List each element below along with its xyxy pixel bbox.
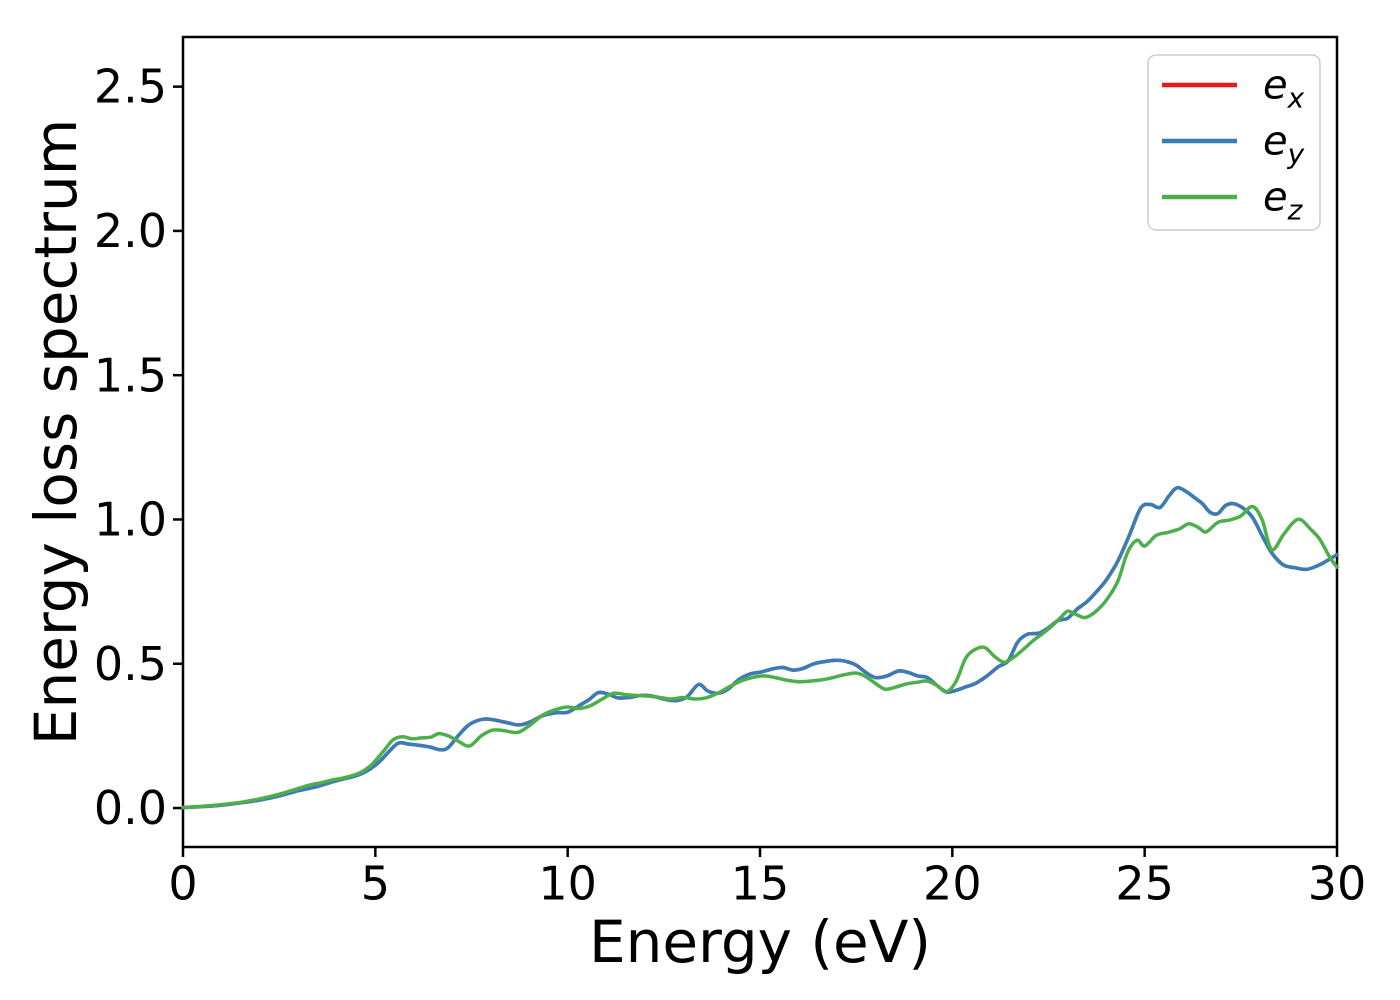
y-tick-label: 1.5	[94, 348, 167, 402]
legend-label-ey: ey	[1263, 119, 1305, 171]
y-tick-label: 2.0	[94, 204, 167, 258]
x-tick-label: 30	[1308, 856, 1367, 910]
legend-label-ex: ex	[1263, 63, 1305, 115]
series-e_x-line	[181, 485, 1339, 810]
x-axis-label: Energy (eV)	[589, 908, 931, 976]
x-tick-label: 5	[361, 856, 390, 910]
x-tick-label: 10	[538, 856, 597, 910]
y-tick-label: 0.5	[94, 637, 167, 691]
x-tick-label: 20	[923, 856, 982, 910]
series-e_y-line	[181, 485, 1339, 810]
y-tick-label: 0.0	[94, 781, 167, 835]
x-tick-label: 15	[731, 856, 790, 910]
x-tick-label: 25	[1115, 856, 1174, 910]
y-tick-label: 2.5	[94, 60, 167, 114]
y-axis-label: Energy loss spectrum	[22, 119, 90, 745]
y-tick-label: 1.0	[94, 493, 167, 547]
x-tick-label: 0	[168, 856, 197, 910]
legend-label-ez: ez	[1263, 175, 1304, 227]
series-e_z-line	[181, 504, 1339, 810]
